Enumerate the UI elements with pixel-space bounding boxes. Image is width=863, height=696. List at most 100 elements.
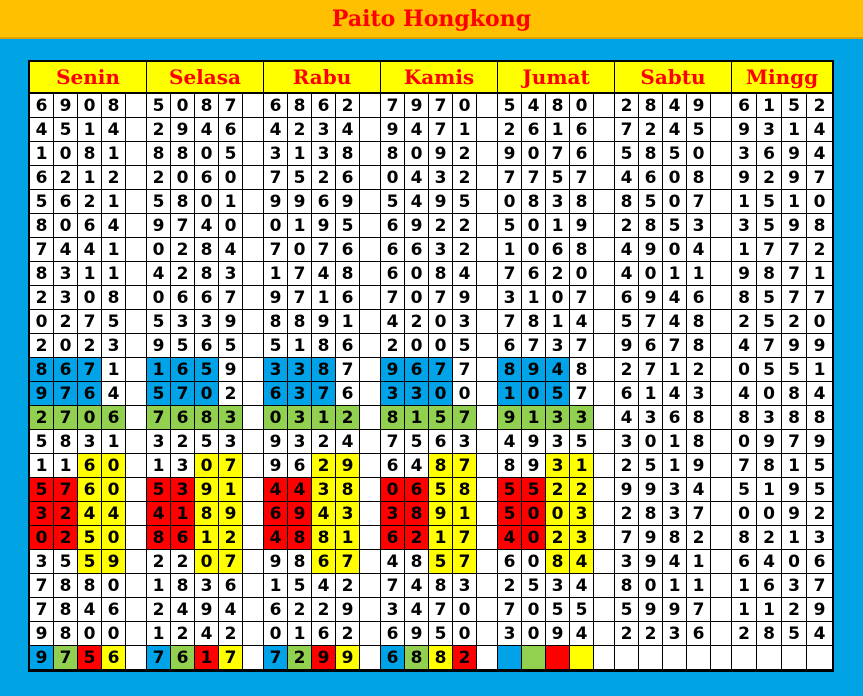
digit-cell: 2 [336,406,360,430]
digit-cell: 7 [570,166,594,190]
digit-cell: 6 [570,118,594,142]
digit-cell: 4 [195,622,219,646]
digit-cell: 7 [687,502,711,526]
digit-cell: 5 [171,334,195,358]
digit-cell: 3 [381,382,405,406]
digit-cell: 9 [639,526,663,550]
digit-cell: 7 [782,262,807,286]
digit-cell: 6 [78,454,102,478]
digit-cell: 3 [687,214,711,238]
digit-cell: 3 [54,262,78,286]
digit-cell: 3 [663,502,687,526]
spacer-cell [594,334,614,358]
digit-cell: 4 [102,382,126,406]
digit-cell: 0 [264,406,288,430]
digit-cell: 4 [195,118,219,142]
day-column-selasa: Selasa 5 0 8 7 2 9 4 6 8 8 0 5 2 0 6 0 5 8 0 1 9 7 4 0 0 2 8 4 4 2 8 3 0 6… [147,62,264,670]
day-column-kamis: Kamis 7 9 7 0 9 4 7 1 8 0 9 2 0 4 3 2 5 4 9 5 6 9 2 2 6 6 3 2 6 0 8 4 7 0 7… [381,62,498,670]
digit-cell: 6 [546,238,570,262]
digit-cell: 7 [546,142,570,166]
digit-cell: 9 [807,430,832,454]
digit-cell: 3 [288,358,312,382]
digit-cell: 6 [102,598,126,622]
digit-cell: 1 [288,214,312,238]
digit-cell: 9 [782,502,807,526]
digit-cell: 3 [429,238,453,262]
digit-cell: 3 [453,430,477,454]
digit-cell: 8 [639,214,663,238]
digit-cell: 8 [732,286,757,310]
digit-cell: 1 [54,454,78,478]
digit-cell: 8 [639,94,663,118]
digit-cell: 1 [782,454,807,478]
digit-cell: 9 [102,550,126,574]
digit-cell: 4 [195,214,219,238]
digit-cell: 4 [78,238,102,262]
spacer-cell [711,526,731,550]
digit-cell: 0 [429,382,453,406]
digit-cell: 4 [336,430,360,454]
digit-cell: 8 [429,262,453,286]
digit-cell: 0 [30,526,54,550]
digit-cell: 0 [639,574,663,598]
digit-cell: 5 [147,310,171,334]
digit-cell: 1 [288,334,312,358]
digit-cell: 3 [264,358,288,382]
day-column-senin: Senin 6 9 0 8 4 5 1 4 1 0 8 1 6 2 1 2 5 6 2 1 8 0 6 4 7 4 4 1 8 3 1 1 2 3 0… [30,62,147,670]
spacer-cell [477,574,497,598]
digit-cell: 4 [663,94,687,118]
digit-cell: 9 [522,358,546,382]
digit-cell: 5 [147,190,171,214]
digit-cell: 4 [405,190,429,214]
digit-cell: 2 [30,406,54,430]
digit-cell: 7 [570,334,594,358]
digit-cell: 8 [288,550,312,574]
spacer-cell [477,454,497,478]
digit-cell: 7 [219,94,243,118]
digit-cell: 5 [147,478,171,502]
digit-cell: 8 [687,166,711,190]
digit-cell: 6 [30,94,54,118]
digit-cell: 6 [78,478,102,502]
digit-cell: 9 [429,142,453,166]
digit-cell: 9 [312,214,336,238]
digit-cell: 9 [498,142,522,166]
spacer-cell [711,166,731,190]
digit-cell: 3 [546,190,570,214]
digit-cell: 8 [195,502,219,526]
digit-cell: 6 [195,334,219,358]
digit-cell: 9 [429,190,453,214]
spacer-cell [711,622,731,646]
digit-cell: 3 [757,406,782,430]
digit-cell: 9 [782,142,807,166]
spacer-cell [243,406,263,430]
spacer-cell [360,526,380,550]
digit-cell: 5 [782,622,807,646]
digit-cell: 9 [732,262,757,286]
digit-cell: 1 [663,574,687,598]
digit-cell: 3 [195,574,219,598]
spacer-cell [243,238,263,262]
digit-cell: 6 [381,622,405,646]
spacer-cell [594,574,614,598]
spacer-cell [711,286,731,310]
digit-cell: 5 [195,358,219,382]
digit-cell: 7 [219,286,243,310]
